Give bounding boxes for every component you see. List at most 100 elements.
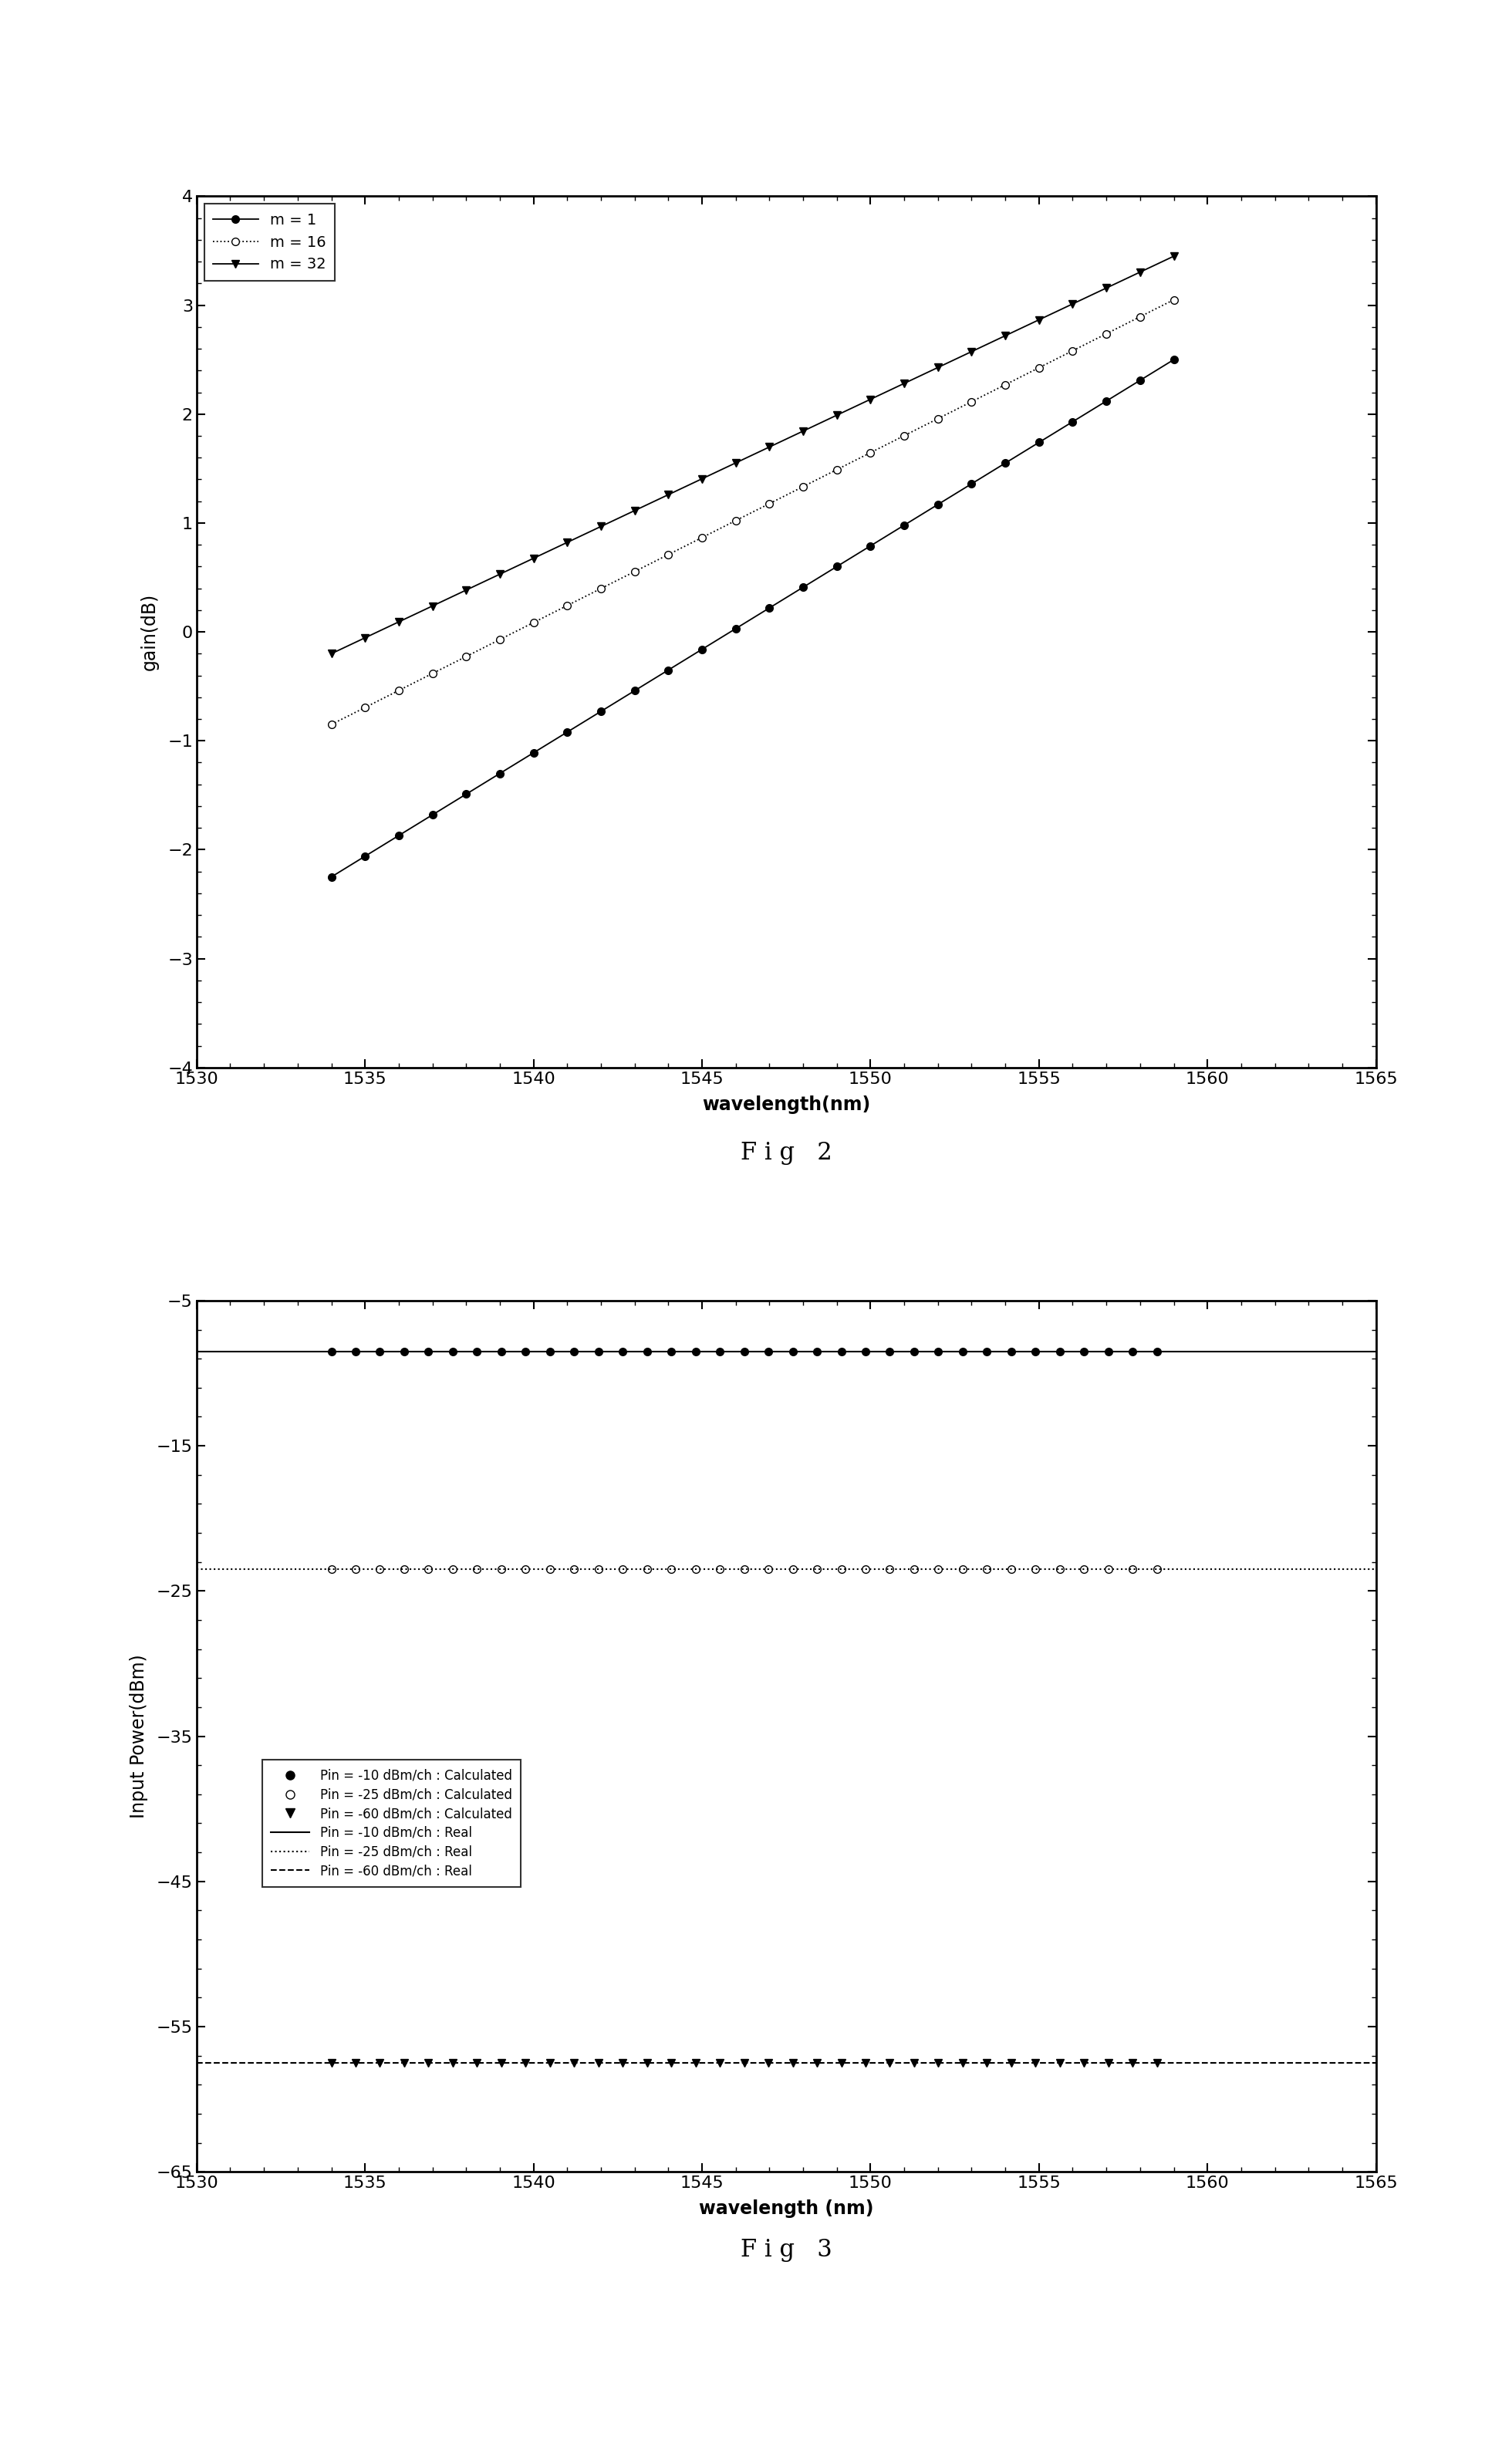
Pin = -25 dBm/ch : Calculated: (1.54e+03, -23.5): Calculated: (1.54e+03, -23.5)	[590, 1553, 608, 1583]
Pin = -60 dBm/ch : Calculated: (1.56e+03, -57.5): Calculated: (1.56e+03, -57.5)	[1051, 2049, 1069, 2079]
Pin = -60 dBm/ch : Calculated: (1.56e+03, -57.5): Calculated: (1.56e+03, -57.5)	[1123, 2049, 1142, 2079]
Pin = -60 dBm/ch : Calculated: (1.53e+03, -57.5): Calculated: (1.53e+03, -57.5)	[322, 2049, 340, 2079]
m = 16	[692, 523, 711, 552]
Pin = -60 dBm/ch : Calculated: (1.54e+03, -57.5): Calculated: (1.54e+03, -57.5)	[614, 2049, 632, 2079]
m = 32	[761, 432, 779, 461]
Line: m = 32: m = 32	[328, 253, 1178, 658]
Pin = -60 dBm/ch : Calculated: (1.56e+03, -57.5): Calculated: (1.56e+03, -57.5)	[1148, 2049, 1166, 2079]
Pin = -10 dBm/ch : Calculated: (1.55e+03, -8.5): Calculated: (1.55e+03, -8.5)	[832, 1337, 850, 1367]
m = 32	[525, 545, 543, 574]
Pin = -60 dBm/ch : Calculated: (1.54e+03, -57.5): Calculated: (1.54e+03, -57.5)	[443, 2049, 461, 2079]
m = 32	[659, 481, 677, 510]
m = 1	[659, 655, 677, 685]
Pin = -60 dBm/ch : Calculated: (1.56e+03, -57.5): Calculated: (1.56e+03, -57.5)	[1099, 2049, 1117, 2079]
Pin = -25 dBm/ch : Calculated: (1.55e+03, -23.5): Calculated: (1.55e+03, -23.5)	[856, 1553, 874, 1583]
Pin = -60 dBm/ch : Calculated: (1.55e+03, -57.5): Calculated: (1.55e+03, -57.5)	[1027, 2049, 1045, 2079]
m = 32	[423, 591, 442, 621]
Pin = -25 dBm/ch : Calculated: (1.55e+03, -23.5): Calculated: (1.55e+03, -23.5)	[711, 1553, 729, 1583]
Pin = -10 dBm/ch : Calculated: (1.55e+03, -8.5): Calculated: (1.55e+03, -8.5)	[880, 1337, 898, 1367]
Pin = -10 dBm/ch : Calculated: (1.55e+03, -8.5): Calculated: (1.55e+03, -8.5)	[759, 1337, 777, 1367]
X-axis label: wavelength(nm): wavelength(nm)	[702, 1094, 871, 1114]
m = 1	[423, 800, 442, 829]
m = 1	[626, 675, 644, 704]
Pin = -10 dBm/ch : Calculated: (1.53e+03, -8.5): Calculated: (1.53e+03, -8.5)	[322, 1337, 340, 1367]
Pin = -25 dBm/ch : Calculated: (1.55e+03, -23.5): Calculated: (1.55e+03, -23.5)	[930, 1553, 948, 1583]
m = 32	[1131, 258, 1149, 287]
Pin = -10 dBm/ch : Calculated: (1.54e+03, -8.5): Calculated: (1.54e+03, -8.5)	[662, 1337, 680, 1367]
m = 1	[525, 739, 543, 768]
m = 32	[928, 353, 947, 383]
m = 32	[322, 638, 340, 667]
m = 16	[1098, 319, 1116, 348]
Pin = -10 dBm/ch : Calculated: (1.55e+03, -8.5): Calculated: (1.55e+03, -8.5)	[856, 1337, 874, 1367]
Pin = -60 dBm/ch : Calculated: (1.55e+03, -57.5): Calculated: (1.55e+03, -57.5)	[783, 2049, 801, 2079]
Pin = -25 dBm/ch : Calculated: (1.54e+03, -23.5): Calculated: (1.54e+03, -23.5)	[686, 1553, 705, 1583]
Pin = -25 dBm/ch : Calculated: (1.54e+03, -23.5): Calculated: (1.54e+03, -23.5)	[662, 1553, 680, 1583]
Pin = -10 dBm/ch : Calculated: (1.54e+03, -8.5): Calculated: (1.54e+03, -8.5)	[395, 1337, 413, 1367]
Pin = -25 dBm/ch : Calculated: (1.53e+03, -23.5): Calculated: (1.53e+03, -23.5)	[322, 1553, 340, 1583]
Pin = -25 dBm/ch : Calculated: (1.55e+03, -23.5): Calculated: (1.55e+03, -23.5)	[954, 1553, 972, 1583]
m = 16	[1164, 285, 1182, 314]
Pin = -10 dBm/ch : Calculated: (1.54e+03, -8.5): Calculated: (1.54e+03, -8.5)	[686, 1337, 705, 1367]
m = 32	[591, 513, 609, 542]
Y-axis label: Input Power(dBm): Input Power(dBm)	[130, 1654, 148, 1818]
Pin = -10 dBm/ch : Calculated: (1.55e+03, -8.5): Calculated: (1.55e+03, -8.5)	[954, 1337, 972, 1367]
m = 16	[727, 506, 745, 535]
Pin = -10 dBm/ch : Calculated: (1.55e+03, -8.5): Calculated: (1.55e+03, -8.5)	[978, 1337, 996, 1367]
m = 16	[591, 574, 609, 604]
Pin = -10 dBm/ch : Calculated: (1.54e+03, -8.5): Calculated: (1.54e+03, -8.5)	[590, 1337, 608, 1367]
Pin = -10 dBm/ch : Calculated: (1.54e+03, -8.5): Calculated: (1.54e+03, -8.5)	[443, 1337, 461, 1367]
Pin = -25 dBm/ch : Calculated: (1.54e+03, -23.5): Calculated: (1.54e+03, -23.5)	[419, 1553, 437, 1583]
Pin = -10 dBm/ch : Calculated: (1.54e+03, -8.5): Calculated: (1.54e+03, -8.5)	[517, 1337, 535, 1367]
Pin = -25 dBm/ch : Calculated: (1.55e+03, -23.5): Calculated: (1.55e+03, -23.5)	[735, 1553, 753, 1583]
Pin = -60 dBm/ch : Calculated: (1.54e+03, -57.5): Calculated: (1.54e+03, -57.5)	[493, 2049, 511, 2079]
Pin = -10 dBm/ch : Calculated: (1.56e+03, -8.5): Calculated: (1.56e+03, -8.5)	[1148, 1337, 1166, 1367]
m = 16	[558, 591, 576, 621]
Pin = -10 dBm/ch : Calculated: (1.55e+03, -8.5): Calculated: (1.55e+03, -8.5)	[930, 1337, 948, 1367]
m = 32	[390, 606, 408, 636]
Pin = -10 dBm/ch : Calculated: (1.54e+03, -8.5): Calculated: (1.54e+03, -8.5)	[541, 1337, 559, 1367]
m = 16	[390, 675, 408, 704]
m = 16	[322, 709, 340, 739]
Pin = -60 dBm/ch : Calculated: (1.55e+03, -57.5): Calculated: (1.55e+03, -57.5)	[807, 2049, 826, 2079]
Pin = -10 dBm/ch : Calculated: (1.55e+03, -8.5): Calculated: (1.55e+03, -8.5)	[1027, 1337, 1045, 1367]
Pin = -60 dBm/ch : Calculated: (1.53e+03, -57.5): Calculated: (1.53e+03, -57.5)	[346, 2049, 364, 2079]
m = 1	[457, 780, 475, 810]
m = 32	[827, 400, 845, 429]
m = 16	[895, 422, 913, 452]
Pin = -25 dBm/ch : Calculated: (1.54e+03, -23.5): Calculated: (1.54e+03, -23.5)	[467, 1553, 485, 1583]
Text: F i g   3: F i g 3	[741, 2238, 832, 2263]
m = 1	[1098, 385, 1116, 415]
m = 16	[457, 643, 475, 672]
m = 1	[390, 820, 408, 849]
Pin = -10 dBm/ch : Calculated: (1.53e+03, -8.5): Calculated: (1.53e+03, -8.5)	[346, 1337, 364, 1367]
Pin = -25 dBm/ch : Calculated: (1.56e+03, -23.5): Calculated: (1.56e+03, -23.5)	[1051, 1553, 1069, 1583]
Pin = -25 dBm/ch : Calculated: (1.55e+03, -23.5): Calculated: (1.55e+03, -23.5)	[783, 1553, 801, 1583]
Pin = -60 dBm/ch : Calculated: (1.54e+03, -57.5): Calculated: (1.54e+03, -57.5)	[638, 2049, 656, 2079]
m = 16	[525, 609, 543, 638]
m = 1	[862, 530, 880, 560]
Pin = -60 dBm/ch : Calculated: (1.54e+03, -57.5): Calculated: (1.54e+03, -57.5)	[686, 2049, 705, 2079]
Legend: m = 1, m = 16, m = 32: m = 1, m = 16, m = 32	[204, 204, 336, 280]
m = 1	[591, 697, 609, 726]
Pin = -25 dBm/ch : Calculated: (1.55e+03, -23.5): Calculated: (1.55e+03, -23.5)	[906, 1553, 924, 1583]
Pin = -60 dBm/ch : Calculated: (1.54e+03, -57.5): Calculated: (1.54e+03, -57.5)	[662, 2049, 680, 2079]
Pin = -25 dBm/ch : Calculated: (1.55e+03, -23.5): Calculated: (1.55e+03, -23.5)	[759, 1553, 777, 1583]
m = 32	[895, 368, 913, 398]
Pin = -60 dBm/ch : Calculated: (1.55e+03, -57.5): Calculated: (1.55e+03, -57.5)	[978, 2049, 996, 2079]
Line: m = 16: m = 16	[328, 297, 1178, 729]
Pin = -10 dBm/ch : Calculated: (1.56e+03, -8.5): Calculated: (1.56e+03, -8.5)	[1099, 1337, 1117, 1367]
Pin = -25 dBm/ch : Calculated: (1.53e+03, -23.5): Calculated: (1.53e+03, -23.5)	[346, 1553, 364, 1583]
m = 16	[963, 388, 981, 417]
Pin = -10 dBm/ch : Calculated: (1.54e+03, -8.5): Calculated: (1.54e+03, -8.5)	[419, 1337, 437, 1367]
m = 1	[928, 491, 947, 520]
m = 32	[558, 528, 576, 557]
m = 32	[963, 336, 981, 366]
m = 1	[692, 636, 711, 665]
Pin = -60 dBm/ch : Calculated: (1.55e+03, -57.5): Calculated: (1.55e+03, -57.5)	[906, 2049, 924, 2079]
Pin = -25 dBm/ch : Calculated: (1.55e+03, -23.5): Calculated: (1.55e+03, -23.5)	[807, 1553, 826, 1583]
Pin = -10 dBm/ch : Calculated: (1.56e+03, -8.5): Calculated: (1.56e+03, -8.5)	[1075, 1337, 1093, 1367]
m = 1	[1131, 366, 1149, 395]
m = 1	[727, 614, 745, 643]
Pin = -25 dBm/ch : Calculated: (1.56e+03, -23.5): Calculated: (1.56e+03, -23.5)	[1148, 1553, 1166, 1583]
